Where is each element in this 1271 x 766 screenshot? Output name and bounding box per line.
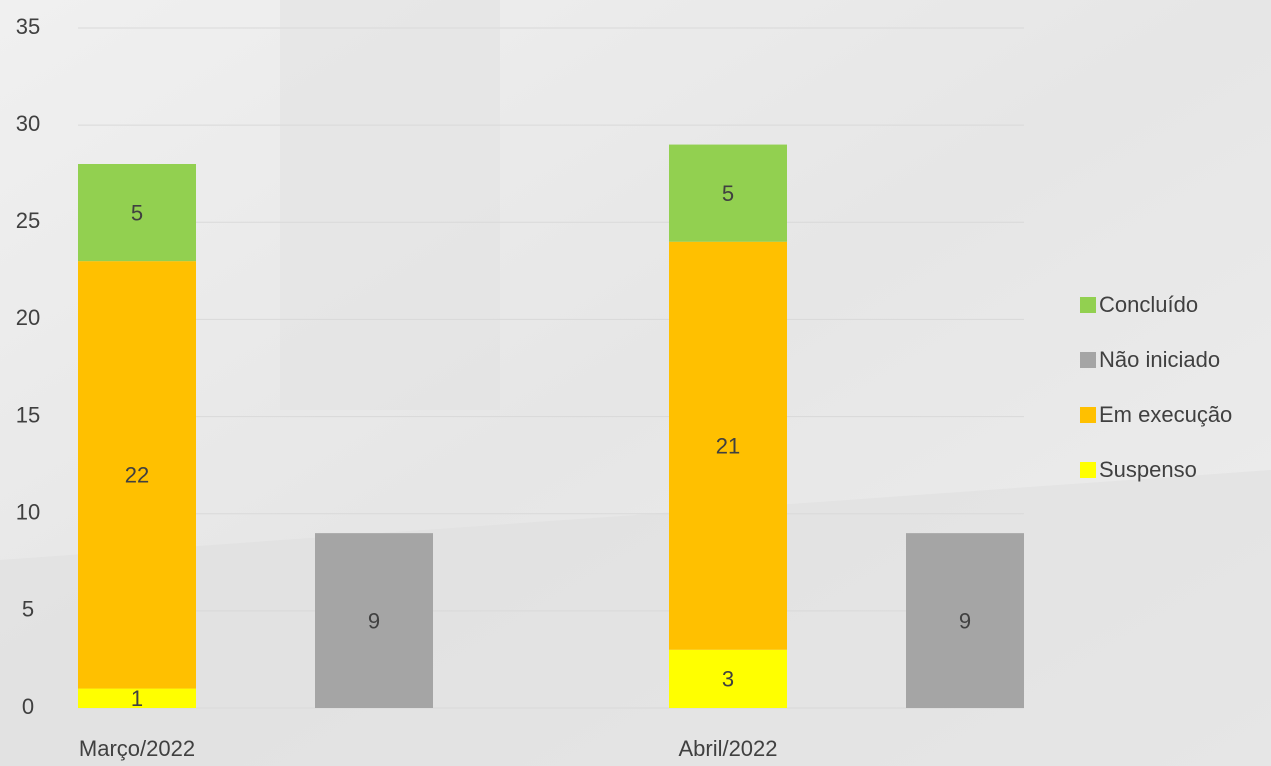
y-tick-label: 5 [22,597,34,622]
legend-label: Em execução [1099,402,1232,427]
data-label: 1 [131,686,143,711]
legend-label: Suspenso [1099,457,1197,482]
data-label: 22 [125,463,149,488]
y-tick-label: 10 [16,500,40,525]
y-tick-label: 15 [16,402,40,427]
y-tick-label: 30 [16,111,40,136]
data-label: 5 [722,181,734,206]
backdrop-building [280,0,500,410]
x-tick-label: Março/2022 [79,736,195,761]
y-tick-label: 0 [22,694,34,719]
legend-swatch [1080,407,1096,423]
data-label: 5 [131,200,143,225]
legend-label: Não iniciado [1099,347,1220,372]
y-tick-label: 35 [16,14,40,39]
legend-label: Concluído [1099,292,1198,317]
data-label: 3 [722,667,734,692]
chart: 05101520253035Março/202212295Abril/20223… [0,0,1271,766]
y-tick-label: 20 [16,305,40,330]
y-tick-label: 25 [16,208,40,233]
data-label: 9 [959,608,971,633]
data-label: 21 [716,434,740,459]
data-label: 9 [368,608,380,633]
legend-swatch [1080,352,1096,368]
legend-swatch [1080,462,1096,478]
x-tick-label: Abril/2022 [678,736,777,761]
legend-swatch [1080,297,1096,313]
